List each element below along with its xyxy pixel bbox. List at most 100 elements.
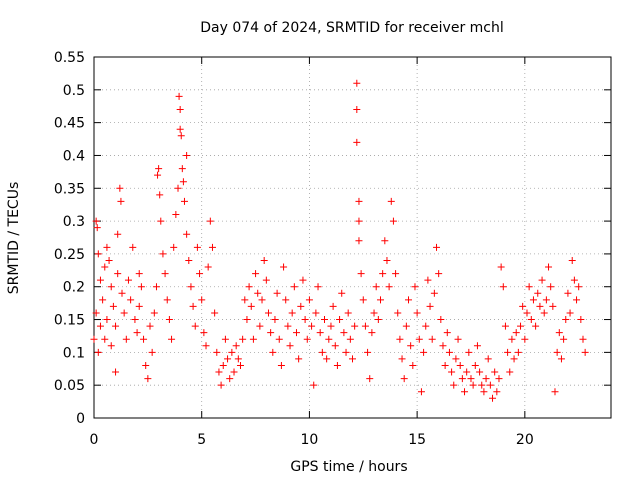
data-point [154, 171, 162, 179]
data-point [252, 270, 260, 278]
data-point [271, 316, 279, 324]
data-point [469, 381, 477, 389]
data-point [357, 270, 365, 278]
data-point [211, 309, 219, 317]
data-point [118, 289, 126, 297]
data-point [228, 348, 236, 356]
data-point [510, 355, 518, 363]
data-point [426, 302, 434, 310]
data-point [183, 151, 191, 159]
data-point [523, 309, 531, 317]
data-point [280, 263, 288, 271]
data-point [577, 316, 585, 324]
data-point [305, 296, 313, 304]
data-point [359, 296, 367, 304]
data-point [484, 355, 492, 363]
data-point [124, 276, 132, 284]
data-point [364, 348, 372, 356]
data-point [196, 270, 204, 278]
data-point [439, 342, 447, 350]
data-point [417, 388, 425, 396]
y-tick-label: 0 [76, 411, 85, 427]
data-point [575, 283, 583, 291]
data-point [355, 237, 363, 245]
data-point [256, 322, 264, 330]
data-point [372, 283, 380, 291]
data-point [301, 316, 309, 324]
data-point [573, 296, 581, 304]
data-point [148, 348, 156, 356]
data-point [213, 348, 221, 356]
data-point [568, 256, 576, 264]
data-point [480, 388, 488, 396]
ticks: 0 0.05 0.1 0.15 0.2 0.25 0.3 0.35 0.4 0.45 0.5 0.55… [54, 50, 611, 448]
data-point [443, 329, 451, 337]
data-point [155, 165, 163, 173]
data-point [260, 256, 268, 264]
data-point [389, 217, 397, 225]
data-point [512, 329, 520, 337]
data-point [355, 197, 363, 205]
y-tick-label: 0.2 [63, 280, 85, 296]
data-point [168, 335, 176, 343]
data-point [482, 375, 490, 383]
data-point [202, 342, 210, 350]
data-point [545, 263, 553, 271]
data-point [340, 329, 348, 337]
data-point [165, 316, 173, 324]
data-point [450, 381, 458, 389]
data-point [137, 283, 145, 291]
data-point [282, 296, 290, 304]
data-point [338, 289, 346, 297]
data-point [377, 296, 385, 304]
data-point [351, 322, 359, 330]
data-point [549, 302, 557, 310]
data-point [208, 243, 216, 251]
data-point [553, 348, 561, 356]
data-point [501, 322, 509, 330]
data-point [560, 335, 568, 343]
data-point [349, 355, 356, 363]
x-axis-label: GPS time / hours [290, 459, 407, 475]
data-point [355, 217, 363, 225]
data-point [374, 316, 382, 324]
data-point [519, 302, 527, 310]
y-axis-label: SRMTID / TECUs [6, 182, 22, 295]
data-point [107, 342, 115, 350]
data-point [114, 230, 122, 238]
data-point [103, 243, 111, 251]
data-point [458, 375, 466, 383]
data-point [312, 309, 320, 317]
y-tick-label: 0.3 [63, 214, 85, 230]
data-point [175, 92, 183, 100]
data-point [101, 263, 109, 271]
data-point [150, 309, 158, 317]
data-point [117, 197, 125, 205]
data-point [303, 335, 311, 343]
data-point [325, 335, 333, 343]
data-point [316, 329, 324, 337]
data-point [489, 394, 497, 402]
data-point [297, 302, 305, 310]
data-point [193, 243, 201, 251]
data-point [277, 361, 285, 369]
data-point [525, 283, 533, 291]
data-point [135, 302, 143, 310]
data-point [236, 361, 244, 369]
data-point [243, 316, 251, 324]
data-point [499, 283, 507, 291]
data-point [445, 348, 453, 356]
data-point [547, 283, 555, 291]
data-point [555, 329, 563, 337]
data-point [191, 322, 199, 330]
data-point [527, 316, 535, 324]
data-point [90, 335, 98, 343]
data-point [532, 322, 540, 330]
data-point [467, 375, 475, 383]
data-point [189, 302, 197, 310]
data-point [161, 270, 169, 278]
data-point [247, 302, 255, 310]
data-point [465, 348, 473, 356]
data-point [170, 243, 178, 251]
